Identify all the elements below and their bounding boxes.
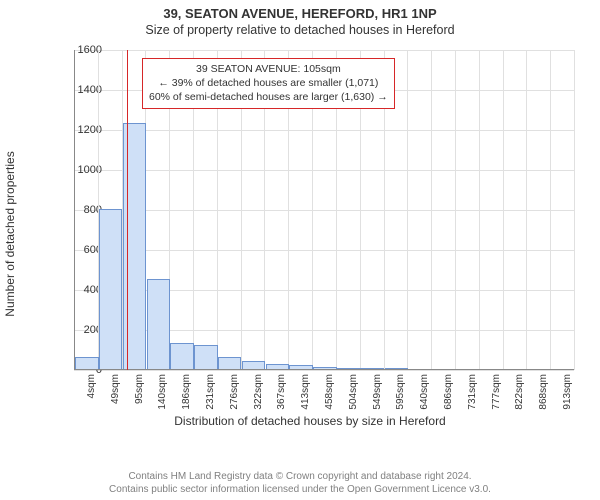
x-tick-label: 868sqm — [538, 374, 549, 410]
gridline-h — [74, 130, 574, 131]
x-tick-label: 276sqm — [229, 374, 240, 410]
gridline-v — [503, 50, 504, 370]
x-tick-label: 822sqm — [514, 374, 525, 410]
gridline-v — [431, 50, 432, 370]
x-tick-label: 913sqm — [562, 374, 573, 410]
x-tick-label: 731sqm — [467, 374, 478, 410]
x-tick-label: 504sqm — [348, 374, 359, 410]
gridline-h — [74, 370, 574, 371]
gridline-h — [74, 250, 574, 251]
footer-line-2: Contains public sector information licen… — [0, 484, 600, 497]
chart-container: Number of detached properties 0200400600… — [40, 44, 580, 424]
subtitle: Size of property relative to detached ho… — [0, 21, 600, 37]
gridline-v — [455, 50, 456, 370]
x-tick-label: 231sqm — [205, 374, 216, 410]
x-tick-label: 686sqm — [443, 374, 454, 410]
gridline-h — [74, 50, 574, 51]
address-title: 39, SEATON AVENUE, HEREFORD, HR1 1NP — [0, 0, 600, 21]
x-tick-label: 95sqm — [134, 374, 145, 404]
gridline-v — [574, 50, 575, 370]
x-tick-label: 549sqm — [372, 374, 383, 410]
gridline-v — [550, 50, 551, 370]
x-tick-label: 595sqm — [395, 374, 406, 410]
x-tick-label: 140sqm — [157, 374, 168, 410]
x-tick-label: 367sqm — [276, 374, 287, 410]
annotation-line: 60% of semi-detached houses are larger (… — [149, 90, 388, 104]
gridline-v — [479, 50, 480, 370]
plot-area: 020040060080010001200140016004sqm49sqm95… — [74, 50, 574, 370]
y-axis-line — [74, 50, 75, 370]
x-tick-label: 49sqm — [110, 374, 121, 404]
x-tick-label: 413sqm — [300, 374, 311, 410]
histogram-bar — [99, 209, 122, 370]
gridline-h — [74, 210, 574, 211]
annotation-line: 39 SEATON AVENUE: 105sqm — [149, 62, 388, 76]
x-axis-line — [74, 369, 574, 370]
x-tick-label: 640sqm — [419, 374, 430, 410]
annotation-box: 39 SEATON AVENUE: 105sqm← 39% of detache… — [142, 58, 395, 109]
x-tick-label: 186sqm — [181, 374, 192, 410]
gridline-v — [407, 50, 408, 370]
property-marker-line — [127, 50, 129, 370]
x-axis-label: Distribution of detached houses by size … — [40, 414, 580, 428]
y-axis-label: Number of detached properties — [3, 151, 17, 316]
gridline-v — [526, 50, 527, 370]
histogram-bar — [194, 345, 217, 370]
x-tick-label: 322sqm — [253, 374, 264, 410]
gridline-h — [74, 170, 574, 171]
footer-line-1: Contains HM Land Registry data © Crown c… — [0, 471, 600, 484]
annotation-line: ← 39% of detached houses are smaller (1,… — [149, 76, 388, 90]
x-tick-label: 4sqm — [86, 374, 97, 398]
histogram-bar — [147, 279, 170, 370]
x-tick-label: 458sqm — [324, 374, 335, 410]
x-tick-label: 777sqm — [491, 374, 502, 410]
footer-attribution: Contains HM Land Registry data © Crown c… — [0, 471, 600, 496]
histogram-bar — [170, 343, 193, 370]
